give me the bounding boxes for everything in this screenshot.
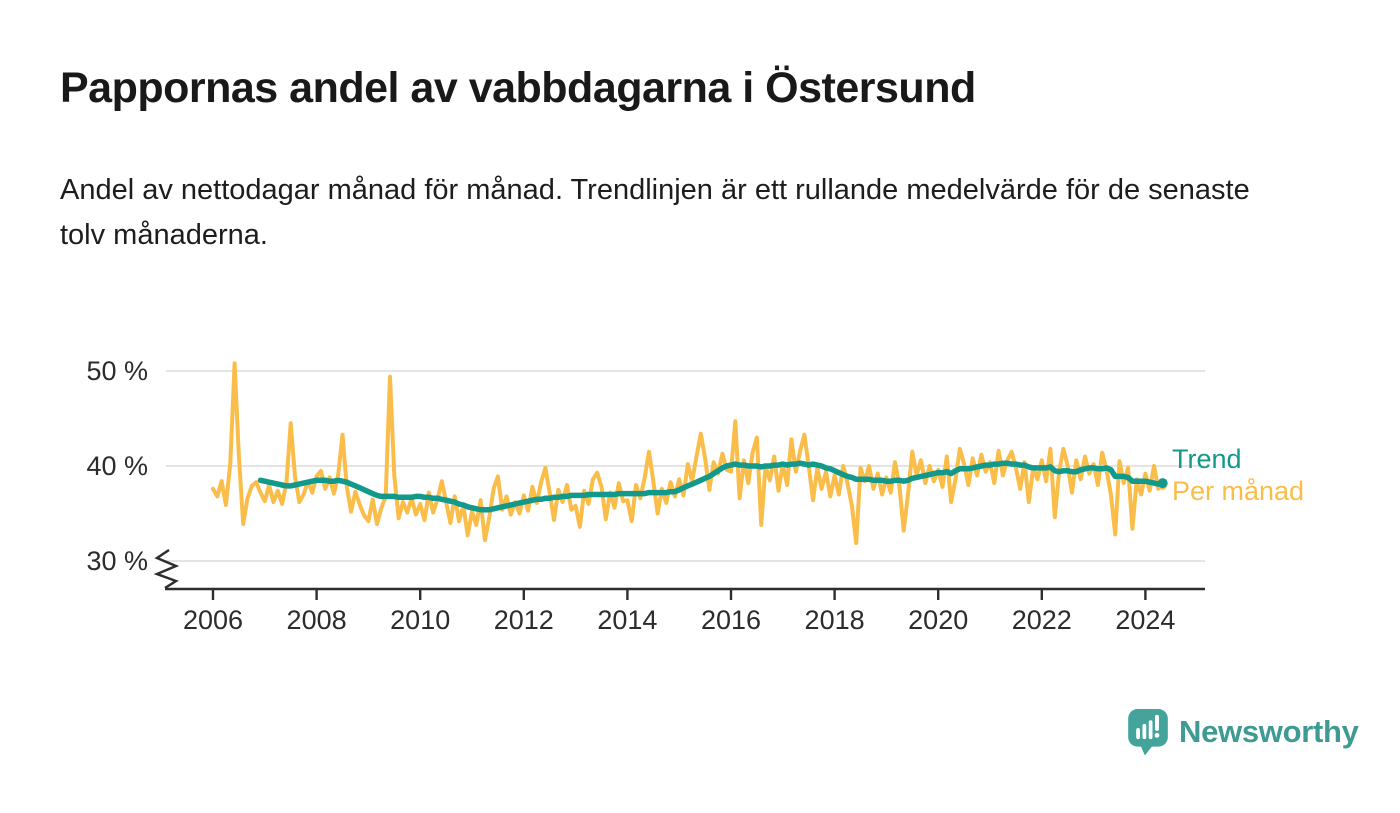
- newsworthy-bubble-chart-icon: [1128, 709, 1168, 756]
- x-axis-tick-label: 2006: [183, 605, 243, 635]
- x-axis-tick-label: 2024: [1115, 605, 1175, 635]
- y-axis-tick-label: 50 %: [86, 356, 148, 386]
- newsworthy-logo: Newsworthy: [1127, 708, 1359, 756]
- page-subtitle: Andel av nettodagar månad för månad. Tre…: [60, 174, 1250, 251]
- y-axis-break: [153, 548, 180, 590]
- x-axis-tick-label: 2008: [287, 605, 347, 635]
- x-axis-tick-label: 2022: [1012, 605, 1072, 635]
- y-axis-tick-label: 30 %: [86, 546, 148, 576]
- page-title: Pappornas andel av vabbdagarna i Östersu…: [60, 64, 976, 112]
- series-line-per-manad: [211, 361, 1161, 545]
- series-end-dot-trend: [1157, 478, 1168, 489]
- x-axis-tick-label: 2018: [805, 605, 865, 635]
- y-axis-tick-label: 40 %: [86, 451, 148, 481]
- x-axis-tick-label: 2012: [494, 605, 554, 635]
- legend-label-per-manad: Per månad: [1172, 476, 1305, 506]
- series-line-trend: [257, 460, 1162, 513]
- x-axis-tick-label: 2016: [701, 605, 761, 635]
- x-axis-tick-label: 2010: [390, 605, 450, 635]
- legend-label-trend: Trend: [1172, 444, 1242, 474]
- brand-name: Newsworthy: [1179, 714, 1359, 749]
- x-axis-tick-label: 2014: [597, 605, 657, 635]
- x-axis-tick-label: 2020: [908, 605, 968, 635]
